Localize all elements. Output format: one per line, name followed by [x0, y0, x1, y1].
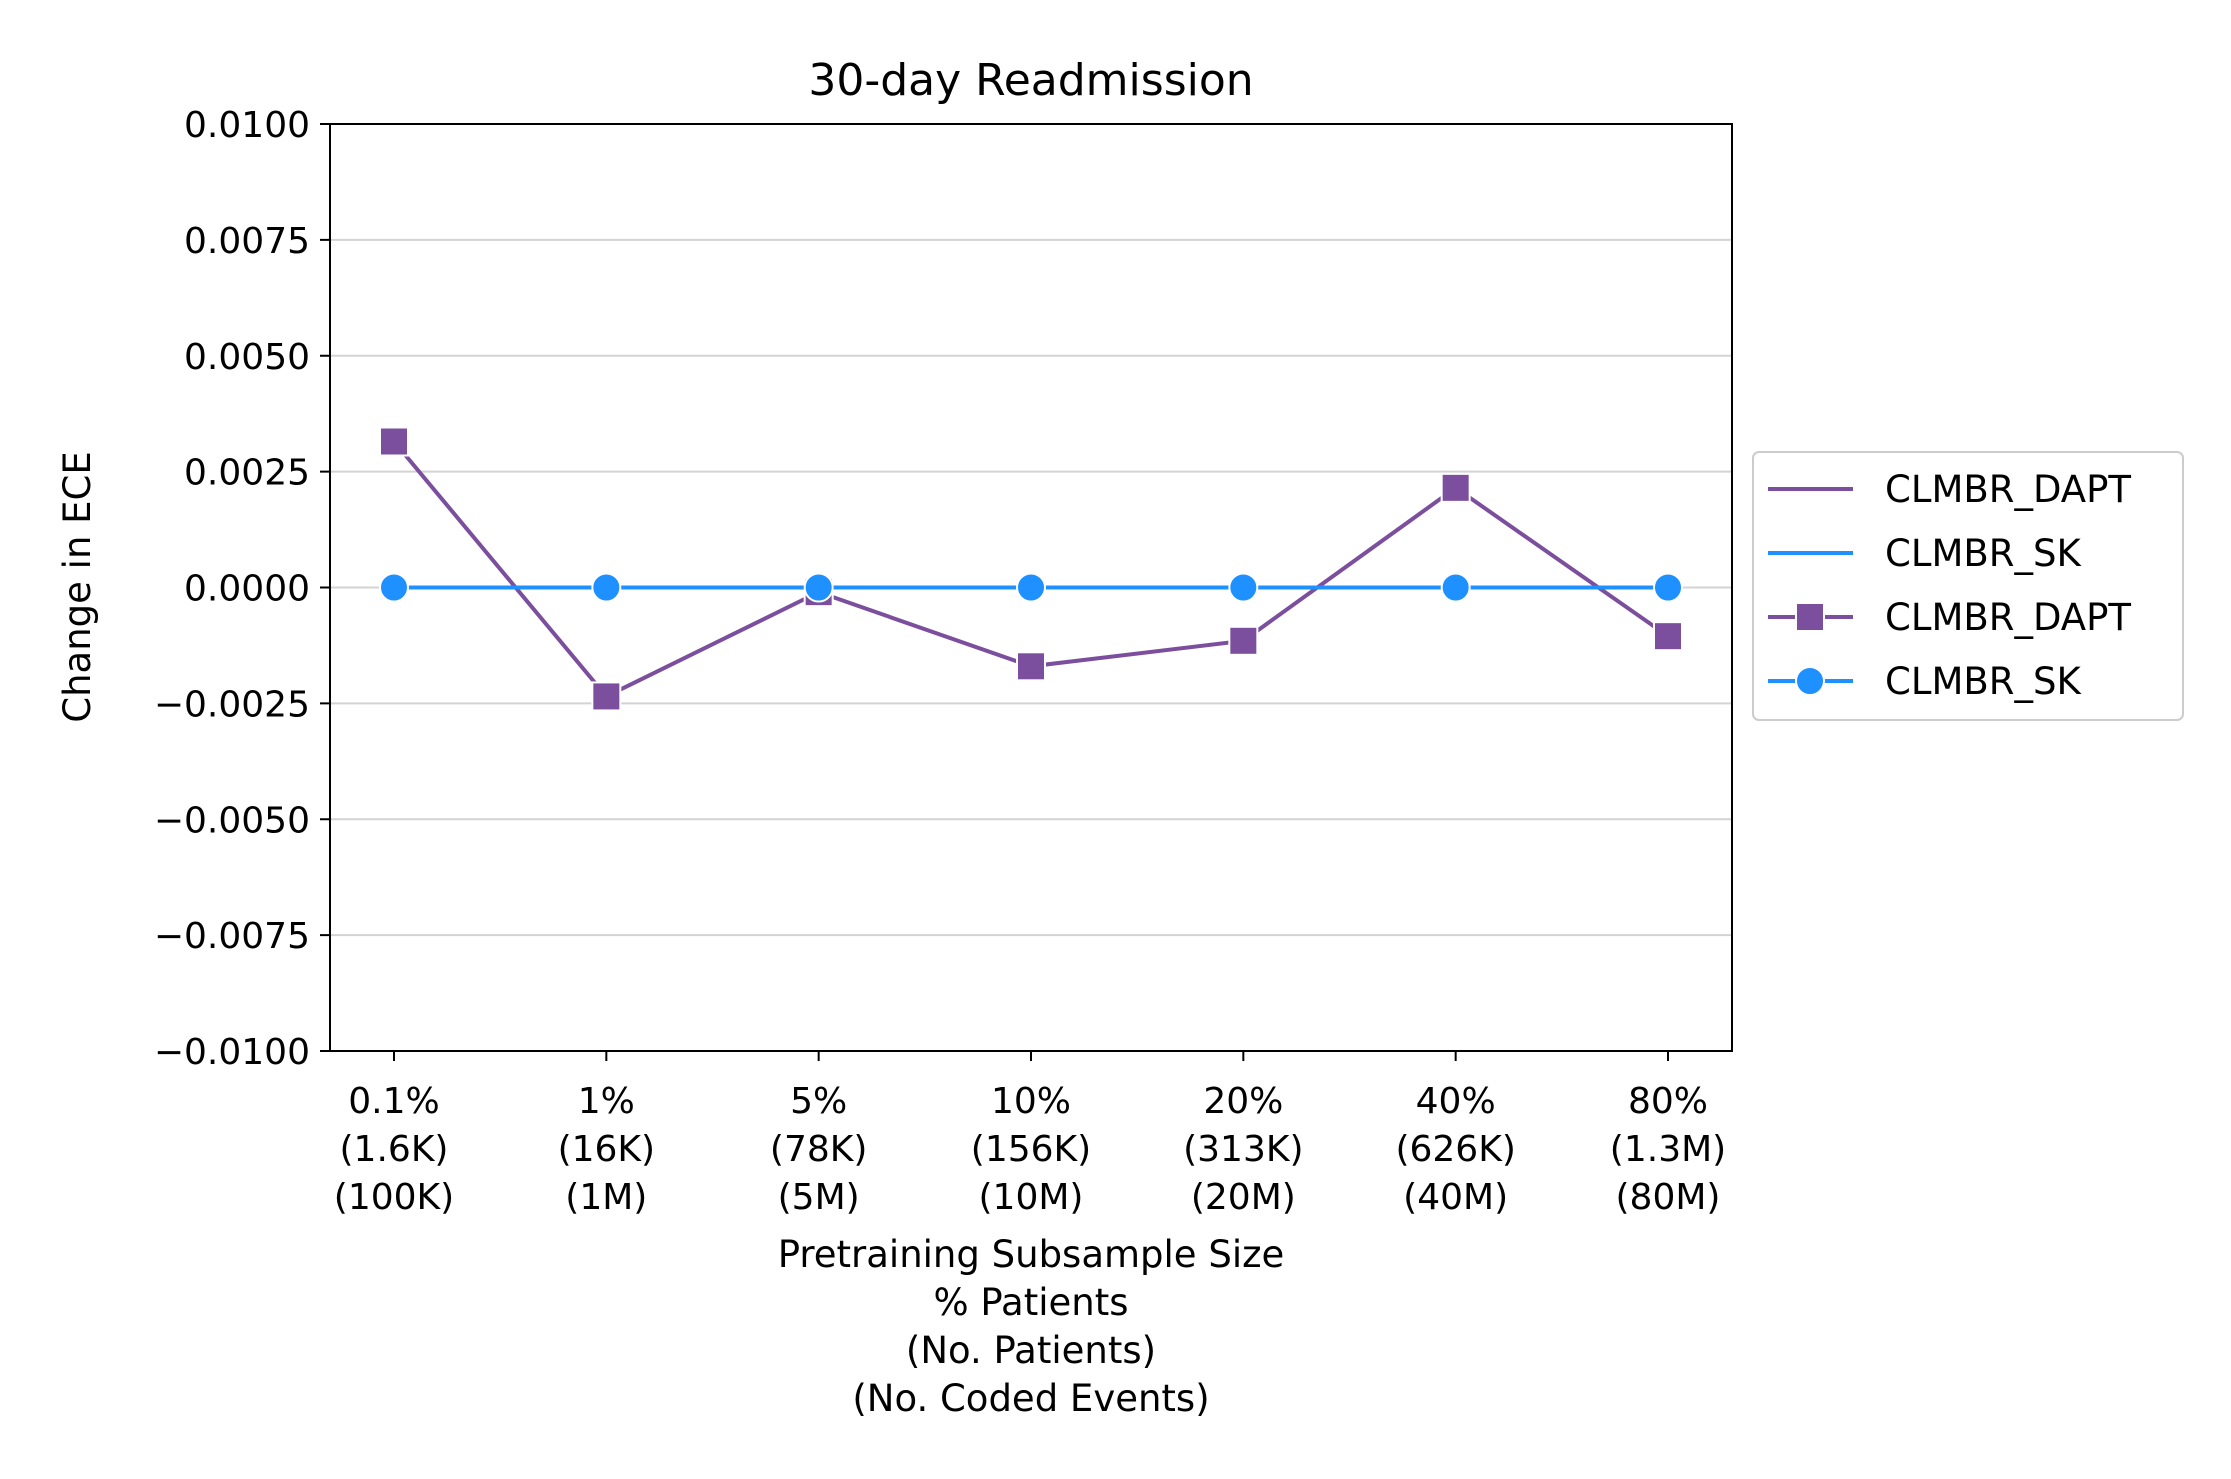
data-point-square — [379, 426, 409, 457]
chart-title: 30-day Readmission — [808, 55, 1253, 106]
x-tick-label-line: (40M) — [1403, 1177, 1508, 1218]
x-axis-title-text: Pretraining Subsample Size % Patients (No.… — [778, 1233, 1285, 1420]
legend: CLMBR_DAPT CLMBR_SK CLMBR_DAPT CLMBR_SK — [1752, 451, 2184, 721]
x-tick-label: 0.1% (1.6K) (100K) — [334, 1081, 454, 1218]
x-tick-label: 10% (156K) (10M) — [971, 1081, 1091, 1218]
x-axis-title-line: (No. Patients) — [906, 1329, 1156, 1372]
x-tick-label-line: (78K) — [770, 1129, 868, 1170]
data-point-square — [1440, 472, 1471, 503]
legend-marker-circle — [1795, 666, 1825, 696]
x-tick-label-line: (313K) — [1183, 1129, 1303, 1170]
x-tick-label: 80% (1.3M) (80M) — [1610, 1081, 1726, 1218]
data-point-square — [591, 681, 622, 712]
y-tick-label: −0.0050 — [154, 800, 310, 841]
data-point-circle — [1653, 572, 1683, 603]
x-tick-label-line: (156K) — [971, 1129, 1091, 1170]
x-tick-label-line: (626K) — [1395, 1129, 1515, 1170]
y-axis: −0.0100 −0.0075 −0.0050 −0.0025 0.0000 0.0025… — [154, 105, 330, 1073]
x-tick-label-line: 1% — [578, 1081, 635, 1122]
data-point-square — [1016, 651, 1046, 682]
data-point-circle — [803, 572, 834, 603]
x-axis-title-line: (No. Coded Events) — [852, 1377, 1209, 1420]
x-tick-label-line: (16K) — [558, 1129, 656, 1170]
x-axis: 0.1% (1.6K) (100K) 1% (16K) (1M) 5% (78K) (5M) 10… — [334, 1051, 1726, 1218]
legend-marker-square — [1795, 602, 1825, 632]
legend-label: CLMBR_SK — [1885, 660, 2082, 703]
x-tick-label-line: 0.1% — [348, 1081, 439, 1122]
x-tick-label-line: (5M) — [778, 1177, 860, 1218]
x-tick-label-line: 80% — [1628, 1081, 1708, 1122]
x-tick-label: 20% (313K) (20M) — [1183, 1081, 1303, 1218]
data-point-circle — [1016, 572, 1046, 603]
x-tick-label: 5% (78K) (5M) — [770, 1081, 868, 1218]
x-tick-label: 40% (626K) (40M) — [1395, 1081, 1515, 1218]
y-tick-label: 0.0050 — [184, 337, 310, 378]
x-tick-label-line: (1.6K) — [340, 1129, 449, 1170]
y-tick-label: −0.0025 — [154, 684, 310, 725]
y-axis-title: Change in ECE — [56, 451, 99, 723]
data-point-circle — [379, 572, 409, 603]
series-layer — [379, 426, 1683, 712]
x-tick-label-line: 40% — [1416, 1081, 1496, 1122]
x-tick-label-line: (10M) — [979, 1177, 1084, 1218]
data-point-circle — [1440, 572, 1471, 603]
legend-box — [1752, 451, 2184, 721]
legend-label: CLMBR_SK — [1885, 532, 2082, 575]
x-axis-title-line: % Patients — [933, 1281, 1128, 1324]
y-tick-label: 0.0075 — [184, 221, 310, 262]
x-axis-title: Pretraining Subsample Size % Patients (No.… — [778, 1233, 1285, 1420]
x-tick-label: 1% (16K) (1M) — [558, 1081, 656, 1218]
data-point-circle — [1228, 572, 1259, 603]
y-tick-label: 0.0000 — [184, 569, 310, 610]
legend-label: CLMBR_DAPT — [1885, 468, 2131, 511]
x-tick-label-line: (20M) — [1191, 1177, 1296, 1218]
x-tick-label-line: (1M) — [565, 1177, 647, 1218]
x-tick-label-line: (100K) — [334, 1177, 454, 1218]
y-tick-label: −0.0100 — [154, 1032, 310, 1073]
legend-label: CLMBR_DAPT — [1885, 596, 2131, 639]
data-point-circle — [591, 572, 622, 603]
x-tick-label-line: 5% — [790, 1081, 847, 1122]
x-tick-label-line: (1.3M) — [1610, 1129, 1726, 1170]
x-axis-title-line: Pretraining Subsample Size — [778, 1233, 1285, 1276]
x-tick-label-line: (80M) — [1616, 1177, 1721, 1218]
data-point-square — [1228, 625, 1259, 656]
x-tick-label-line: 20% — [1203, 1081, 1283, 1122]
y-tick-label: −0.0075 — [154, 916, 310, 957]
x-tick-label-line: 10% — [991, 1081, 1071, 1122]
y-tick-label: 0.0025 — [184, 453, 310, 494]
y-tick-label: 0.0100 — [184, 105, 310, 146]
data-point-square — [1653, 621, 1683, 652]
